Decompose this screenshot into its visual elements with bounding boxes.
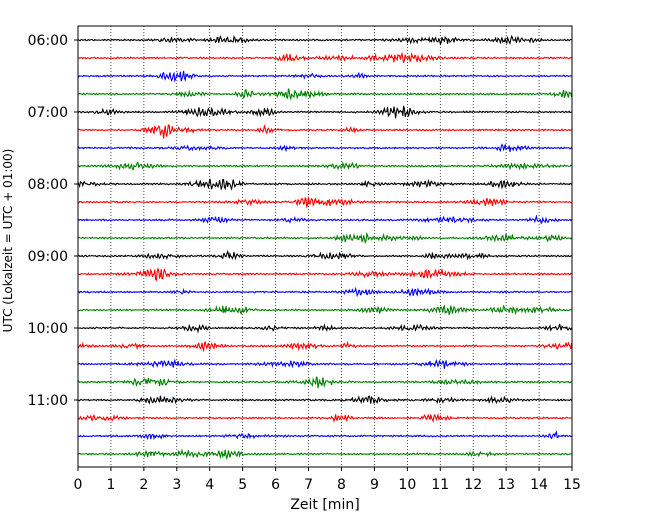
- x-tick-label: 5: [238, 477, 247, 493]
- y-tick-label: 09:00: [28, 249, 68, 265]
- x-tick-label: 3: [172, 477, 181, 493]
- x-tick-label: 12: [464, 477, 482, 493]
- trace-1145: [77, 448, 572, 461]
- y-tick-label: 08:00: [28, 177, 68, 193]
- trace-1030: [77, 358, 572, 369]
- x-tick-label: 0: [74, 477, 83, 493]
- trace-0715: [77, 124, 572, 139]
- x-tick-label: 14: [530, 477, 548, 493]
- x-tick-label: 2: [139, 477, 148, 493]
- y-tick-label: 11:00: [28, 393, 68, 409]
- trace-1045: [77, 376, 572, 389]
- x-tick-label: 11: [431, 477, 449, 493]
- trace-group: [77, 34, 573, 461]
- trace-0945: [77, 304, 572, 316]
- trace-0845: [77, 231, 572, 245]
- trace-1115: [77, 412, 572, 423]
- x-tick-label: 7: [304, 477, 313, 493]
- x-axis-label: Zeit [min]: [290, 497, 359, 513]
- trace-0915: [77, 266, 572, 282]
- trace-0815: [77, 196, 572, 209]
- trace-0745: [77, 161, 572, 171]
- x-tick-label: 4: [205, 477, 214, 493]
- trace-1015: [77, 340, 573, 353]
- trace-0900: [77, 249, 572, 261]
- y-tick-label: 07:00: [28, 105, 68, 121]
- trace-0600: [77, 34, 572, 46]
- trace-0800: [77, 178, 572, 191]
- trace-1000: [77, 323, 573, 334]
- plot-frame: [77, 25, 573, 468]
- trace-0700: [77, 105, 572, 119]
- trace-1100: [77, 395, 573, 405]
- y-axis-label: UTC (Lokalzeit = UTC + 01:00): [1, 149, 15, 333]
- x-tick-label: 13: [497, 477, 515, 493]
- trace-0930: [77, 286, 572, 298]
- y-axis: 06:00 07:00 08:00 09:00 10:00 11:00: [28, 33, 78, 409]
- x-tick-label: 8: [337, 477, 346, 493]
- x-tick-label: 9: [370, 477, 379, 493]
- trace-0830: [77, 214, 572, 225]
- trace-0730: [77, 143, 573, 153]
- x-tick-label: 10: [398, 477, 416, 493]
- trace-0645: [77, 88, 573, 101]
- x-tick-label: 15: [563, 477, 581, 493]
- x-tick-label: 6: [271, 477, 280, 493]
- x-axis: 0 1 2 3 4 5 6 7 8 9 10 11 12 13 14 15: [74, 467, 581, 493]
- trace-0630: [77, 70, 572, 83]
- y-tick-label: 06:00: [28, 33, 68, 49]
- trace-1130: [77, 430, 572, 441]
- x-tick-label: 1: [106, 477, 115, 493]
- trace-0615: [77, 51, 572, 63]
- y-tick-label: 10:00: [28, 321, 68, 337]
